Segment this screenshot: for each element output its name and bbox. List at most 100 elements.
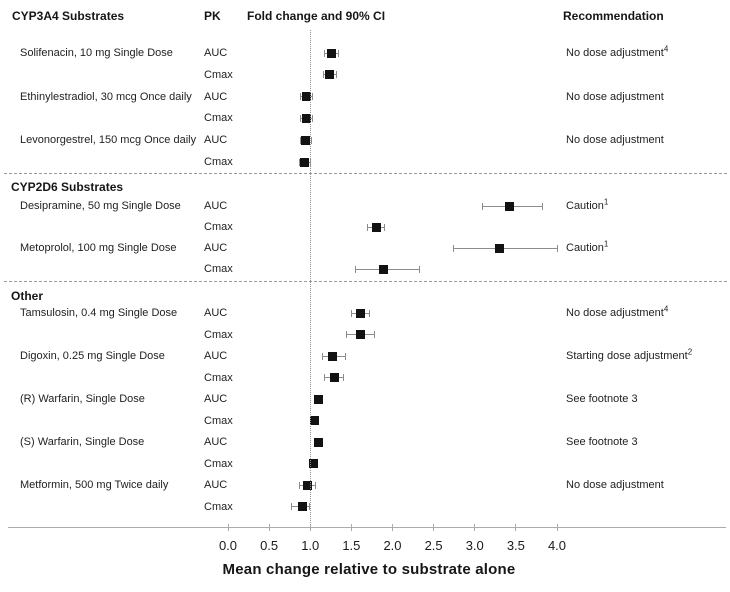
ci-bar xyxy=(354,264,421,274)
ci-cap-right xyxy=(338,49,340,57)
ci-cap-right xyxy=(342,374,344,382)
pk-label: AUC xyxy=(204,242,228,254)
pk-label: AUC xyxy=(204,436,228,449)
x-axis-line xyxy=(8,527,726,528)
column-header-fold-change: Fold change and 90% CI xyxy=(247,9,386,23)
point-estimate-marker xyxy=(324,70,334,80)
x-axis-tick xyxy=(309,524,311,531)
ci-bar xyxy=(313,394,323,404)
drug-label: (R) Warfarin, Single Dose xyxy=(20,393,145,406)
column-header-substrates: CYP3A4 Substrates xyxy=(12,9,125,23)
pk-label: Cmax xyxy=(204,112,233,125)
ci-cap-right xyxy=(556,244,558,252)
pk-label: Cmax xyxy=(204,500,233,513)
ci-cap-right xyxy=(384,223,386,231)
pk-label: Cmax xyxy=(204,221,233,233)
recommendation-label: Starting dose adjustment2 xyxy=(566,347,693,363)
point-estimate-marker xyxy=(309,459,319,469)
ci-cap-left xyxy=(346,331,348,339)
ci-cap-left xyxy=(324,49,326,57)
pk-label: Cmax xyxy=(204,371,233,384)
point-estimate-marker xyxy=(303,480,313,490)
ci-cap-left xyxy=(367,223,368,231)
section-separator xyxy=(4,280,727,282)
ci-cap-left xyxy=(351,309,353,317)
drug-label: Desipramine, 50 mg Single Dose xyxy=(20,200,181,212)
ci-cap-right xyxy=(311,114,313,122)
ci-cap-right xyxy=(310,136,312,144)
section-heading: CYP2D6 Substrates xyxy=(11,180,124,194)
ci-cap-left xyxy=(482,202,484,210)
ci-cap-left xyxy=(298,158,300,166)
x-axis-tick xyxy=(350,524,352,531)
point-estimate-marker xyxy=(301,113,311,123)
x-axis-tick-label: 4.0 xyxy=(547,538,567,553)
x-axis-tick-label: 1.5 xyxy=(342,538,361,553)
ci-bar xyxy=(299,135,312,145)
pk-label: Cmax xyxy=(204,156,233,168)
recommendation-footnote-sup: 2 xyxy=(687,347,693,357)
ci-cap-left xyxy=(291,503,293,511)
x-axis-title: Mean change relative to substrate alone xyxy=(222,561,516,578)
drug-label: Metformin, 500 mg Twice daily xyxy=(20,479,169,492)
point-estimate-marker xyxy=(297,502,307,512)
ci-whisker xyxy=(452,247,558,249)
ci-bar xyxy=(323,70,337,80)
recommendation-label: No dose adjustment4 xyxy=(566,44,669,59)
ci-cap-left xyxy=(324,374,326,382)
ci-cap-left xyxy=(299,136,301,144)
ci-cap-left xyxy=(452,244,454,252)
point-estimate-marker xyxy=(378,264,388,274)
ci-bar xyxy=(313,437,323,447)
pk-label: AUC xyxy=(204,307,228,319)
recommendation-footnote-sup: 1 xyxy=(603,197,609,207)
ci-cap-right xyxy=(369,309,371,317)
pk-label: AUC xyxy=(204,393,228,406)
drug-label: Metoprolol, 100 mg Single Dose xyxy=(20,242,177,254)
x-axis-tick xyxy=(268,524,270,531)
x-axis-tick-label: 0.5 xyxy=(260,538,279,553)
recommendation-label: Caution1 xyxy=(566,239,609,254)
point-estimate-marker xyxy=(371,222,381,232)
recommendation-label: No dose adjustment4 xyxy=(566,304,669,319)
x-axis-tick-label: 0.0 xyxy=(218,538,238,553)
pk-label: AUC xyxy=(204,350,228,363)
ci-bar xyxy=(299,92,313,102)
pk-label: Cmax xyxy=(204,457,233,470)
ci-bar xyxy=(482,201,543,211)
ci-cap-left xyxy=(321,352,323,360)
x-axis-tick xyxy=(515,524,517,531)
x-axis-tick xyxy=(227,524,229,531)
drug-label: (S) Warfarin, Single Dose xyxy=(20,436,145,449)
ci-cap-right xyxy=(419,265,421,273)
ci-bar xyxy=(351,308,371,318)
recommendation-footnote-sup: 4 xyxy=(663,44,669,54)
pk-label: AUC xyxy=(204,134,228,147)
point-estimate-marker xyxy=(301,92,311,102)
point-estimate-marker xyxy=(504,201,514,211)
ci-cap-right xyxy=(335,71,337,79)
recommendation-label: Caution1 xyxy=(566,197,609,212)
point-estimate-marker xyxy=(329,373,339,383)
x-axis-tick xyxy=(433,524,435,531)
point-estimate-marker xyxy=(355,308,365,318)
pk-label: AUC xyxy=(204,90,228,103)
drug-label: Ethinylestradiol, 30 mcg Once daily xyxy=(20,90,192,103)
recommendation-label: No dose adjustment xyxy=(566,134,664,147)
reference-line xyxy=(309,30,311,527)
ci-cap-right xyxy=(311,93,313,101)
recommendation-label: See footnote 3 xyxy=(566,436,638,449)
ci-bar xyxy=(452,243,558,253)
ci-cap-right xyxy=(309,503,311,511)
pk-label: AUC xyxy=(204,479,228,492)
point-estimate-marker xyxy=(313,394,323,404)
ci-cap-right xyxy=(374,331,376,339)
pk-label: AUC xyxy=(204,200,228,212)
pk-label: Cmax xyxy=(204,263,233,275)
x-axis-tick xyxy=(392,524,393,531)
ci-cap-right xyxy=(345,352,347,360)
point-estimate-marker xyxy=(327,351,337,361)
drug-label: Solifenacin, 10 mg Single Dose xyxy=(20,47,173,59)
pk-label: Cmax xyxy=(204,414,233,427)
